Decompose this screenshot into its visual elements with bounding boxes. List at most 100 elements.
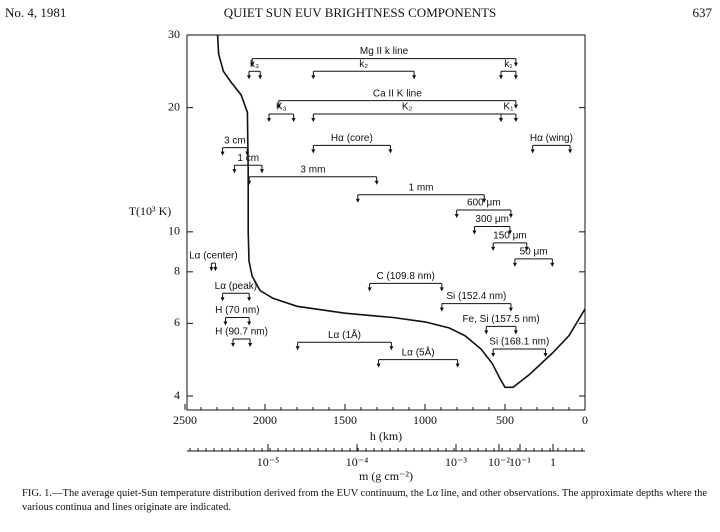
- range-label: K₃: [276, 102, 287, 113]
- arrow-head: [499, 75, 503, 80]
- x-tick-label: 2500: [173, 413, 197, 427]
- arrow-head: [247, 75, 251, 80]
- y-axis-label: T(10³ K): [129, 204, 172, 218]
- temperature-curve: [216, 34, 586, 389]
- arrow-head: [247, 297, 252, 302]
- arrow-head: [259, 169, 264, 174]
- arrow-head: [291, 118, 296, 123]
- arrow-head: [454, 213, 459, 218]
- arrow-head: [220, 297, 225, 302]
- range-label: Mg II k line: [360, 46, 409, 57]
- arrow-head: [367, 287, 372, 292]
- arrow-head: [513, 104, 518, 109]
- range-label: 1 cm: [237, 153, 259, 164]
- y-tick-label: 10: [168, 224, 180, 238]
- m-tick-label: 10⁻²: [488, 455, 510, 469]
- arrow-head: [209, 267, 214, 272]
- plot-frame: [186, 34, 586, 411]
- arrow-head: [250, 62, 255, 67]
- range-label: k₃: [250, 59, 259, 70]
- arrow-head: [513, 118, 518, 123]
- range-label: Fe, Si (157.5 nm): [462, 314, 539, 325]
- range-label: Lα (5Å): [402, 345, 435, 358]
- arrow-head: [543, 353, 548, 358]
- range-label: 1 mm: [409, 182, 434, 193]
- arrow-head: [223, 321, 228, 326]
- x-tick-label: 1000: [413, 413, 437, 427]
- arrow-head: [388, 149, 393, 154]
- m-tick-label: 10⁻⁵: [257, 455, 280, 469]
- arrow-head: [482, 198, 487, 203]
- arrow-head: [232, 169, 237, 174]
- arrow-head: [231, 342, 235, 347]
- x-tick-label: 1500: [333, 413, 357, 427]
- running-title: QUIET SUN EUV BRIGHTNESS COMPONENTS: [224, 5, 497, 20]
- arrow-head: [439, 307, 444, 312]
- arrow-head: [512, 262, 517, 267]
- arrow-head: [276, 104, 281, 109]
- range-label: 300 μm: [475, 214, 509, 225]
- range-label: 150 μm: [493, 231, 527, 242]
- m-axis-label: m (g cm⁻²): [359, 469, 413, 483]
- range-label: 50 μm: [520, 247, 548, 258]
- range-label: 3 cm: [224, 135, 246, 146]
- arrow-head: [491, 353, 496, 358]
- arrow-head: [507, 230, 512, 235]
- x-tick-label: 2000: [253, 413, 277, 427]
- range-label: Lα (center): [189, 251, 238, 262]
- range-label: 3 mm: [300, 164, 325, 175]
- range-label: Si (168.1 nm): [489, 337, 549, 348]
- range-label: C (109.8 nm): [377, 271, 435, 282]
- figure: No. 4, 1981 QUIET SUN EUV BRIGHTNESS COM…: [5, 5, 713, 483]
- arrow-head: [513, 62, 518, 67]
- arrow-head: [530, 149, 535, 154]
- range-label: Ca II K line: [373, 88, 422, 99]
- arrow-head: [491, 246, 496, 251]
- arrow-head: [455, 363, 460, 368]
- arrow-head: [213, 267, 218, 272]
- caption: FIG. 1.—The average quiet-Sun temperatur…: [22, 488, 708, 513]
- page-number: 637: [693, 5, 713, 20]
- arrow-head: [508, 307, 513, 312]
- range-label: Lα (1Å): [328, 328, 361, 341]
- range-label: Hα (core): [331, 133, 373, 144]
- range-label: Si (152.4 nm): [446, 291, 506, 302]
- arrow-head: [499, 118, 503, 123]
- arrow-head: [245, 151, 250, 156]
- m-tick-label: 10⁻¹: [509, 455, 531, 469]
- m-tick-label: 10⁻⁴: [346, 455, 369, 469]
- arrow-head: [247, 180, 252, 185]
- arrow-head: [484, 330, 489, 335]
- arrow-head: [374, 180, 379, 185]
- arrow-head: [295, 346, 300, 351]
- arrow-head: [220, 151, 225, 156]
- arrow-head: [389, 346, 394, 351]
- arrow-head: [355, 198, 360, 203]
- arrow-head: [311, 118, 316, 123]
- y-tick-label: 8: [174, 264, 180, 278]
- arrow-head: [550, 262, 555, 267]
- m-tick-label: 1: [550, 455, 556, 469]
- arrow-head: [311, 75, 316, 80]
- range-label: H (90.7 nm): [215, 327, 268, 338]
- range-label: k₂: [359, 59, 368, 70]
- arrow-head: [412, 75, 417, 80]
- range-label: K₁: [503, 102, 514, 113]
- arrow-head: [376, 363, 381, 368]
- range-label: Hα (wing): [530, 133, 573, 144]
- range-label: K₂: [402, 102, 413, 113]
- arrow-head: [513, 330, 518, 335]
- arrow-head: [258, 75, 263, 80]
- arrow-head: [267, 118, 271, 123]
- x-tick-label: 500: [496, 413, 514, 427]
- range-label: Lα (peak): [215, 281, 257, 292]
- arrow-head: [439, 287, 444, 292]
- arrow-head: [247, 321, 252, 326]
- arrow-head: [513, 75, 518, 80]
- y-tick-label: 30: [168, 27, 180, 41]
- y-tick-label: 20: [168, 99, 180, 113]
- arrow-head: [248, 342, 253, 347]
- x-tick-label: 0: [582, 413, 588, 427]
- arrow-head: [568, 149, 573, 154]
